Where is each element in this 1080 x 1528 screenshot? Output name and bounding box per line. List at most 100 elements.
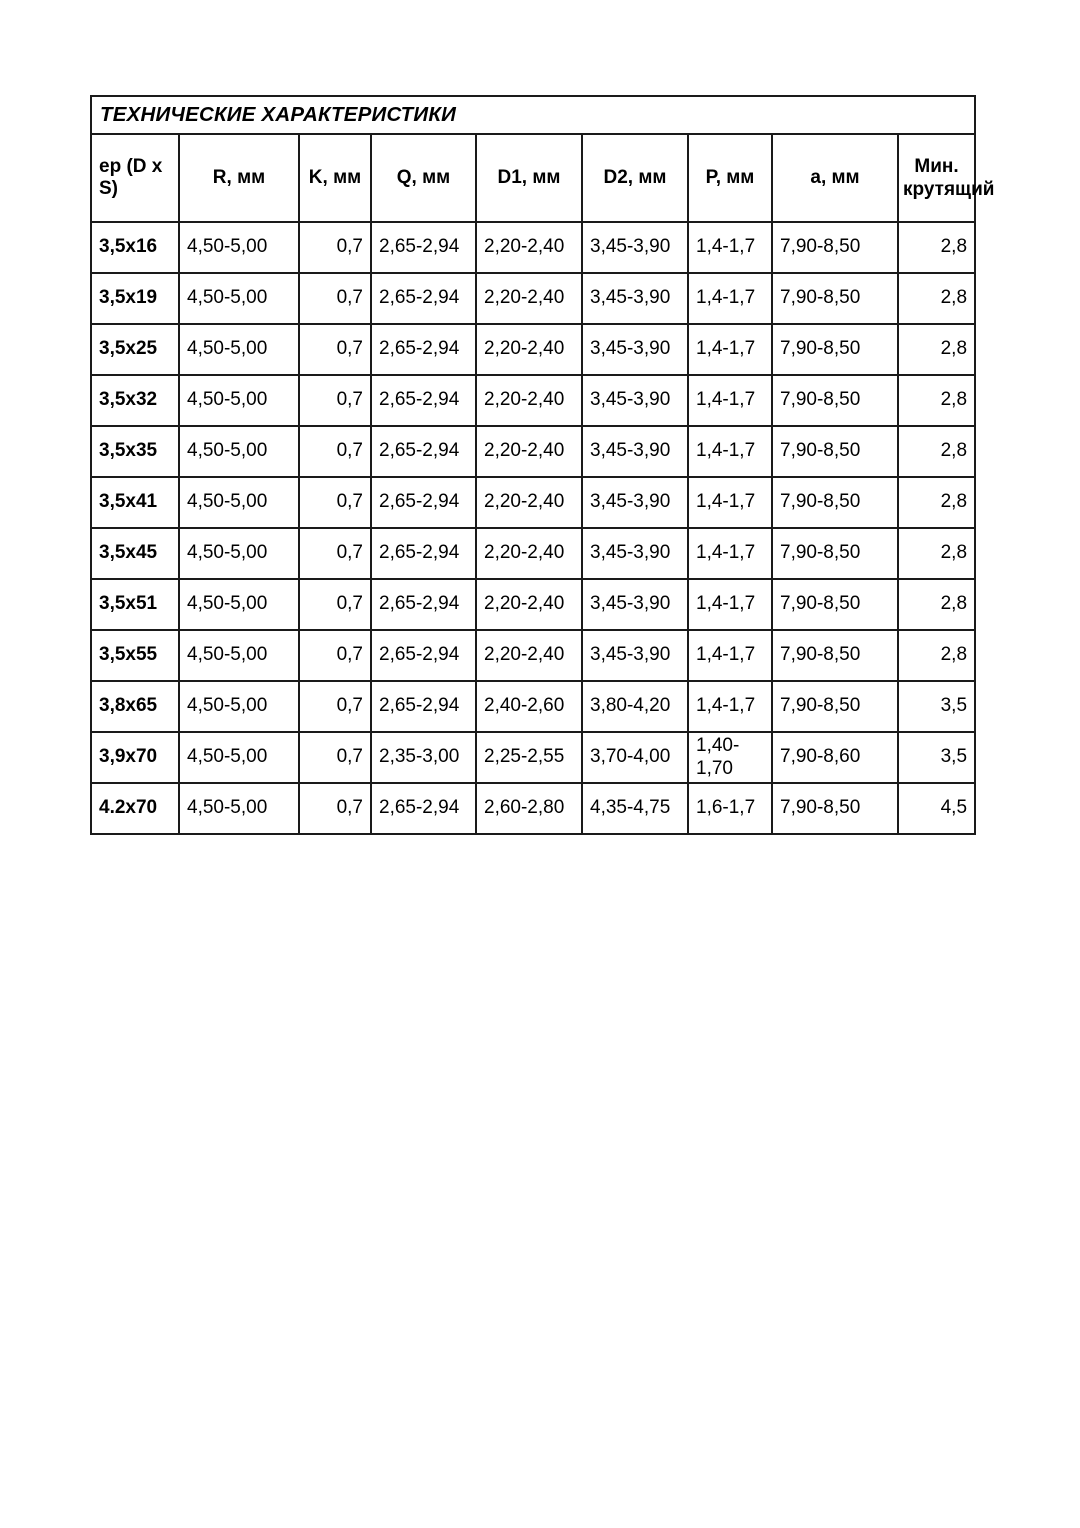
cell-k: 0,7: [298, 221, 372, 274]
cell-q: 2,65-2,94: [370, 221, 477, 274]
cell-a: 7,90-8,50: [771, 323, 899, 376]
table-row: 4.2x70 4,50-5,00 0,7 2,65-2,94 2,60-2,80 4,35…: [90, 782, 977, 835]
cell-p: 1,4-1,7: [687, 476, 773, 529]
cell-d1: 2,20-2,40: [475, 629, 583, 682]
cell-k: 0,7: [298, 782, 372, 835]
cell-q: 2,65-2,94: [370, 527, 477, 580]
cell-min-torque: 4,5: [896, 782, 977, 835]
cell-r: 4,50-5,00: [178, 782, 300, 835]
cell-a: 7,90-8,50: [771, 629, 899, 682]
column-header-d2: D2, мм: [581, 133, 689, 223]
technical-specifications-table-container: ТЕХНИЧЕСКИЕ ХАРАКТЕРИСТИКИ ер (D x S) R,…: [89, 95, 994, 835]
cell-a: 7,90-8,50: [771, 272, 899, 325]
column-header-p: Р, мм: [687, 133, 773, 223]
cell-r: 4,50-5,00: [178, 221, 300, 274]
cell-d1: 2,40-2,60: [475, 680, 583, 733]
cell-a: 7,90-8,50: [771, 425, 899, 478]
table-title: ТЕХНИЧЕСКИЕ ХАРАКТЕРИСТИКИ: [89, 95, 977, 135]
cell-r: 4,50-5,00: [178, 680, 300, 733]
cell-r: 4,50-5,00: [178, 578, 300, 631]
cell-p: 1,4-1,7: [687, 425, 773, 478]
cell-k: 0,7: [298, 527, 372, 580]
column-header-min-torque: Мин. крутящий: [896, 133, 994, 223]
cell-a: 7,90-8,50: [771, 527, 899, 580]
cell-d1: 2,20-2,40: [475, 476, 583, 529]
cell-designation: 3,9x70: [90, 731, 180, 784]
cell-d1: 2,20-2,40: [475, 527, 583, 580]
cell-d2: 3,45-3,90: [581, 272, 689, 325]
cell-designation: 3,5x45: [90, 527, 180, 580]
cell-p: 1,4-1,7: [687, 323, 773, 376]
cell-d1: 2,20-2,40: [475, 425, 583, 478]
cell-r: 4,50-5,00: [178, 731, 300, 784]
column-header-d1: D1, мм: [475, 133, 583, 223]
cell-d2: 3,45-3,90: [581, 323, 689, 376]
cell-designation: 3,5x25: [90, 323, 180, 376]
cell-d1: 2,20-2,40: [475, 221, 583, 274]
cell-q: 2,65-2,94: [370, 272, 477, 325]
cell-d2: 3,45-3,90: [581, 425, 689, 478]
cell-k: 0,7: [298, 425, 372, 478]
cell-d2: 3,80-4,20: [581, 680, 689, 733]
cell-designation: 3,8x65: [90, 680, 180, 733]
table-header-row: ер (D x S) R, мм K, мм Q, мм D1, мм D2, …: [90, 133, 994, 223]
cell-k: 0,7: [298, 476, 372, 529]
cell-a: 7,90-8,50: [771, 374, 899, 427]
table-row: 3,5x55 4,50-5,00 0,7 2,65-2,94 2,20-2,40 3,45…: [90, 629, 977, 682]
cell-p: 1,4-1,7: [687, 680, 773, 733]
cell-d2: 3,45-3,90: [581, 374, 689, 427]
cell-min-torque: 3,5: [896, 680, 977, 733]
table-row: 3,5x35 4,50-5,00 0,7 2,65-2,94 2,20-2,40 3,45…: [90, 425, 977, 478]
cell-q: 2,35-3,00: [370, 731, 477, 784]
column-header-k: K, мм: [298, 133, 372, 223]
cell-d1: 2,60-2,80: [475, 782, 583, 835]
cell-a: 7,90-8,50: [771, 476, 899, 529]
technical-specifications-table: ТЕХНИЧЕСКИЕ ХАРАКТЕРИСТИКИ ер (D x S) R,…: [89, 95, 994, 835]
cell-k: 0,7: [298, 323, 372, 376]
cell-d1: 2,20-2,40: [475, 323, 583, 376]
cell-designation: 3,5x41: [90, 476, 180, 529]
cell-q: 2,65-2,94: [370, 782, 477, 835]
cell-d2: 3,45-3,90: [581, 629, 689, 682]
column-header-q: Q, мм: [370, 133, 477, 223]
table-title-row: ТЕХНИЧЕСКИЕ ХАРАКТЕРИСТИКИ: [89, 95, 977, 135]
table-row: 3,5x25 4,50-5,00 0,7 2,65-2,94 2,20-2,40 3,45…: [90, 323, 977, 376]
cell-min-torque: 2,8: [896, 425, 977, 478]
cell-q: 2,65-2,94: [370, 629, 477, 682]
table-row: 3,8x65 4,50-5,00 0,7 2,65-2,94 2,40-2,60 3,80…: [90, 680, 977, 733]
cell-p: 1,4-1,7: [687, 527, 773, 580]
cell-min-torque: 2,8: [896, 374, 977, 427]
cell-k: 0,7: [298, 578, 372, 631]
column-header-designation: ер (D x S): [90, 133, 180, 223]
cell-d1: 2,20-2,40: [475, 578, 583, 631]
cell-d2: 4,35-4,75: [581, 782, 689, 835]
cell-d2: 3,45-3,90: [581, 221, 689, 274]
cell-min-torque: 2,8: [896, 476, 977, 529]
table-row: 3,5x16 4,50-5,00 0,7 2,65-2,94 2,20-2,40 3,45…: [90, 221, 977, 274]
table-row: 3,5x45 4,50-5,00 0,7 2,65-2,94 2,20-2,40 3,45…: [90, 527, 977, 580]
column-header-r: R, мм: [178, 133, 300, 223]
cell-designation: 3,5x51: [90, 578, 180, 631]
cell-designation: 3,5x19: [90, 272, 180, 325]
cell-d2: 3,70-4,00: [581, 731, 689, 784]
cell-d1: 2,20-2,40: [475, 374, 583, 427]
cell-q: 2,65-2,94: [370, 578, 477, 631]
cell-r: 4,50-5,00: [178, 323, 300, 376]
cell-min-torque: 2,8: [896, 629, 977, 682]
cell-min-torque: 2,8: [896, 323, 977, 376]
cell-p: 1,40-1,70: [687, 731, 773, 784]
cell-min-torque: 2,8: [896, 272, 977, 325]
table-row: 3,5x51 4,50-5,00 0,7 2,65-2,94 2,20-2,40 3,45…: [90, 578, 977, 631]
cell-d2: 3,45-3,90: [581, 578, 689, 631]
cell-k: 0,7: [298, 374, 372, 427]
table-row: 3,5x32 4,50-5,00 0,7 2,65-2,94 2,20-2,40 3,45…: [90, 374, 977, 427]
cell-designation: 3,5x35: [90, 425, 180, 478]
cell-designation: 3,5x16: [90, 221, 180, 274]
cell-min-torque: 2,8: [896, 221, 977, 274]
table-row: 3,9x70 4,50-5,00 0,7 2,35-3,00 2,25-2,55 3,70…: [90, 731, 977, 784]
cell-d1: 2,25-2,55: [475, 731, 583, 784]
cell-a: 7,90-8,50: [771, 578, 899, 631]
cell-q: 2,65-2,94: [370, 680, 477, 733]
cell-q: 2,65-2,94: [370, 425, 477, 478]
